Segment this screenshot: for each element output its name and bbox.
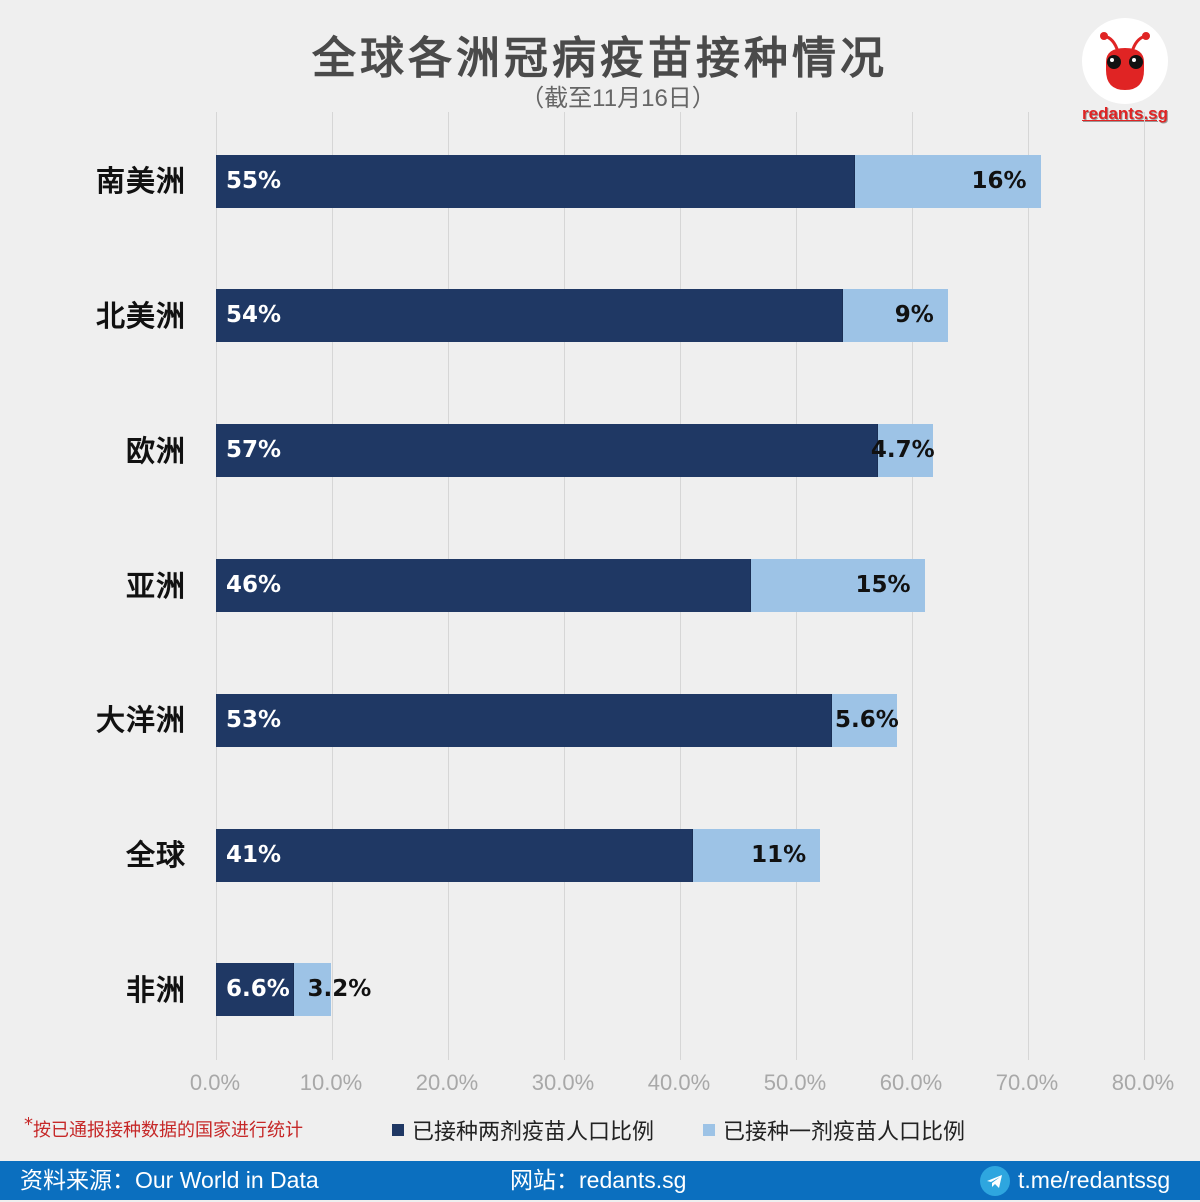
bar-segment-full: 57% xyxy=(216,424,879,477)
value-label: 53% xyxy=(226,707,282,733)
bar-row: 46% 15% xyxy=(216,559,925,612)
bar-segment-full: 6.6% xyxy=(216,963,294,1016)
value-label: 11% xyxy=(751,842,807,868)
bar-row: 55% 16% xyxy=(216,155,1041,208)
x-tick: 70.0% xyxy=(995,1070,1059,1095)
x-tick: 60.0% xyxy=(879,1070,943,1095)
footer-bar: 资料来源：Our World in Data 网站：redants.sg t.m… xyxy=(0,1161,1200,1200)
x-tick: 0.0% xyxy=(189,1070,241,1095)
value-label: 57% xyxy=(226,437,282,463)
value-label: 55% xyxy=(226,168,282,194)
gridline xyxy=(1028,112,1029,1060)
row-label: 非洲 xyxy=(125,973,186,1007)
legend-item-partial: 已接种一剂疫苗人口比例 xyxy=(703,1114,965,1146)
bar-segment-partial: 3.2% xyxy=(293,963,371,1016)
telegram-link[interactable]: t.me/redantssg xyxy=(1018,1167,1171,1193)
logo-text: redants.sg xyxy=(1082,104,1168,123)
bar-row: 57% 4.7% xyxy=(216,424,935,477)
legend-item-full: 已接种两剂疫苗人口比例 xyxy=(392,1114,654,1146)
chart-title: 全球各洲冠病疫苗接种情况 xyxy=(312,33,888,84)
bar-segment-partial: 11% xyxy=(692,829,821,882)
x-tick: 80.0% xyxy=(1111,1070,1175,1095)
footnote-star: * xyxy=(24,1114,33,1135)
value-label: 16% xyxy=(971,168,1027,194)
row-label: 大洋洲 xyxy=(95,703,186,737)
bar-row: 54% 9% xyxy=(216,289,948,342)
bar-segment-full: 55% xyxy=(216,155,855,208)
source-text: 资料来源：Our World in Data xyxy=(20,1167,319,1193)
value-label: 41% xyxy=(226,842,282,868)
value-label: 9% xyxy=(894,302,934,328)
chart-subtitle: （截至11月16日） xyxy=(520,85,716,112)
value-label: 54% xyxy=(226,302,282,328)
legend-label: 已接种一剂疫苗人口比例 xyxy=(723,1120,966,1145)
website-link[interactable]: 网站：redants.sg xyxy=(510,1167,687,1193)
row-label: 南美洲 xyxy=(95,164,186,198)
value-label: 3.2% xyxy=(307,976,372,1002)
legend-swatch xyxy=(703,1124,715,1136)
bar-row: 41% 11% xyxy=(216,829,821,882)
bar-segment-partial: 5.6% xyxy=(831,694,899,747)
x-tick: 40.0% xyxy=(647,1070,711,1095)
legend-swatch xyxy=(392,1124,404,1136)
footnote-text: 按已通报接种数据的国家进行统计 xyxy=(33,1120,303,1141)
value-label: 15% xyxy=(855,572,911,598)
footnote: *按已通报接种数据的国家进行统计 xyxy=(24,1114,303,1142)
x-tick: 20.0% xyxy=(415,1070,479,1095)
value-label: 6.6% xyxy=(226,976,290,1002)
value-label: 4.7% xyxy=(870,437,935,463)
x-tick: 30.0% xyxy=(531,1070,595,1095)
bar-row: 53% 5.6% xyxy=(216,694,899,747)
bar-segment-full: 54% xyxy=(216,289,844,342)
telegram-icon xyxy=(980,1166,1010,1196)
bar-segment-full: 46% xyxy=(216,559,751,612)
bar-row: 6.6% 3.2% xyxy=(216,963,371,1016)
bar-segment-partial: 16% xyxy=(855,155,1041,208)
bar-segment-partial: 9% xyxy=(843,289,948,342)
legend-label: 已接种两剂疫苗人口比例 xyxy=(412,1120,655,1145)
x-tick: 50.0% xyxy=(763,1070,827,1095)
row-label: 全球 xyxy=(125,838,186,872)
value-label: 5.6% xyxy=(834,707,899,733)
x-tick: 10.0% xyxy=(299,1070,363,1095)
row-label: 欧洲 xyxy=(125,434,186,468)
gridline xyxy=(1144,112,1145,1060)
red-ant-logo-icon xyxy=(1082,18,1168,104)
row-label: 北美洲 xyxy=(95,299,186,333)
bar-segment-full: 41% xyxy=(216,829,693,882)
bar-segment-partial: 4.7% xyxy=(871,424,935,477)
row-label: 亚洲 xyxy=(125,569,186,603)
value-label: 46% xyxy=(226,572,282,598)
bar-segment-full: 53% xyxy=(216,694,832,747)
bar-segment-partial: 15% xyxy=(750,559,925,612)
